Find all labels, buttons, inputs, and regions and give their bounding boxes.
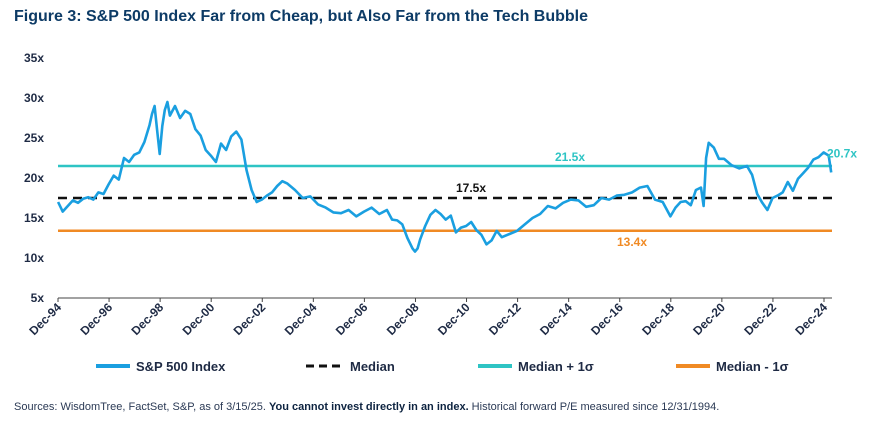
x-tick-label: Dec-16 <box>588 300 626 338</box>
x-axis: Dec-94 Dec-96 Dec-98 Dec-00 Dec-02 Dec-04 Dec-… <box>26 298 830 338</box>
legend-label-minus: Median - 1σ <box>716 359 789 374</box>
legend: S&P 500 Index Median Median + 1σ Median … <box>96 359 789 374</box>
x-tick-label: Dec-12 <box>486 300 524 338</box>
median-label: 17.5x <box>456 181 486 195</box>
source-note: Sources: WisdomTree, FactSet, S&P, as of… <box>14 401 719 413</box>
last-value-label: 20.7x <box>827 147 857 161</box>
y-tick-label: 15x <box>24 211 44 225</box>
y-tick-label: 30x <box>24 91 44 105</box>
x-tick-label: Dec-18 <box>639 300 677 338</box>
x-tick-label: Dec-94 <box>26 300 64 338</box>
x-tick-label: Dec-02 <box>231 300 269 338</box>
x-tick-label: Dec-22 <box>741 300 779 338</box>
x-tick-label: Dec-06 <box>333 300 371 338</box>
y-axis: 5x 10x 15x 20x 25x 30x 35x <box>24 51 44 305</box>
legend-item-median: Median <box>306 359 395 374</box>
x-tick-label: Dec-14 <box>537 300 575 338</box>
chart-title: Figure 3: S&P 500 Index Far from Cheap, … <box>14 8 589 25</box>
minus-sigma-label: 13.4x <box>617 235 647 249</box>
y-tick-label: 25x <box>24 131 44 145</box>
y-tick-label: 20x <box>24 171 44 185</box>
y-tick-label: 5x <box>31 291 45 305</box>
plus-sigma-label: 21.5x <box>555 150 585 164</box>
sp500-line <box>56 100 833 253</box>
legend-item-minus: Median - 1σ <box>676 359 789 374</box>
x-tick-label: Dec-10 <box>435 300 473 338</box>
legend-label-index: S&P 500 Index <box>136 359 226 374</box>
source-prefix: Sources: WisdomTree, FactSet, S&P, as of… <box>14 401 269 413</box>
legend-label-median: Median <box>350 359 395 374</box>
x-tick-label: Dec-00 <box>180 300 218 338</box>
x-tick-label: Dec-98 <box>129 300 167 338</box>
x-tick-label: Dec-96 <box>77 300 115 338</box>
x-tick-label: Dec-24 <box>792 300 830 338</box>
legend-item-index: S&P 500 Index <box>96 359 226 374</box>
source-suffix: Historical forward P/E measured since 12… <box>468 401 720 413</box>
x-tick-label: Dec-08 <box>384 300 422 338</box>
legend-label-plus: Median + 1σ <box>518 359 594 374</box>
y-tick-label: 35x <box>24 51 44 65</box>
y-tick-label: 10x <box>24 251 44 265</box>
source-bold: You cannot invest directly in an index. <box>268 401 469 413</box>
x-tick-label: Dec-20 <box>690 300 728 338</box>
x-tick-label: Dec-04 <box>282 300 320 338</box>
legend-item-plus: Median + 1σ <box>478 359 594 374</box>
